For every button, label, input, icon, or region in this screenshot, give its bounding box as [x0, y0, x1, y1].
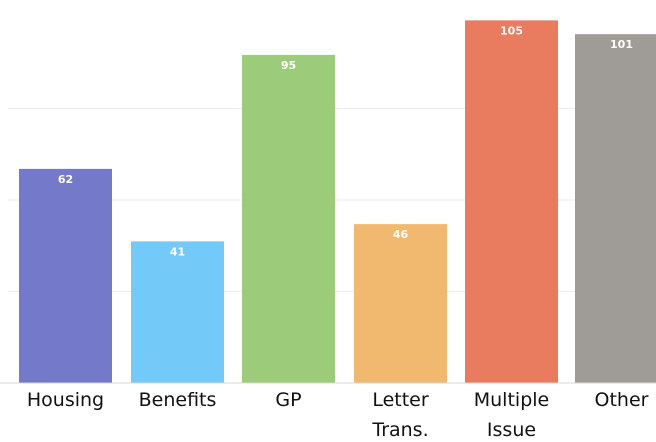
- bars: [19, 20, 656, 384]
- bar-letter-trans: [354, 224, 447, 383]
- bar-multiple-issue: [465, 20, 558, 383]
- bar-other: [575, 34, 656, 383]
- category-label-letter-trans-line-2: Trans.: [371, 419, 428, 441]
- value-label-benefits: 41: [170, 245, 185, 258]
- category-label-gp: GP: [275, 389, 301, 411]
- category-label-housing: Housing: [27, 389, 104, 411]
- bar-gp: [242, 54, 335, 384]
- value-label-gp: 95: [281, 59, 296, 72]
- value-label-letter-trans: 46: [393, 228, 409, 241]
- category-label-letter-trans-line-1: Letter: [372, 389, 429, 411]
- bar-housing: [19, 168, 112, 383]
- category-label-benefits: Benefits: [139, 389, 217, 411]
- value-labels: 62 41 95 46 105 101: [58, 24, 633, 258]
- value-label-other: 101: [610, 38, 633, 51]
- category-label-multiple-issue-line-2: Issue: [487, 419, 536, 441]
- value-label-multiple-issue: 105: [500, 24, 523, 37]
- value-label-housing: 62: [58, 173, 73, 186]
- category-label-multiple-issue-line-1: Multiple: [474, 389, 549, 411]
- bar-benefits: [131, 241, 224, 383]
- category-labels: Housing Benefits GP Letter Trans. Multiple Iss…: [27, 389, 649, 441]
- category-label-other: Other: [595, 389, 649, 411]
